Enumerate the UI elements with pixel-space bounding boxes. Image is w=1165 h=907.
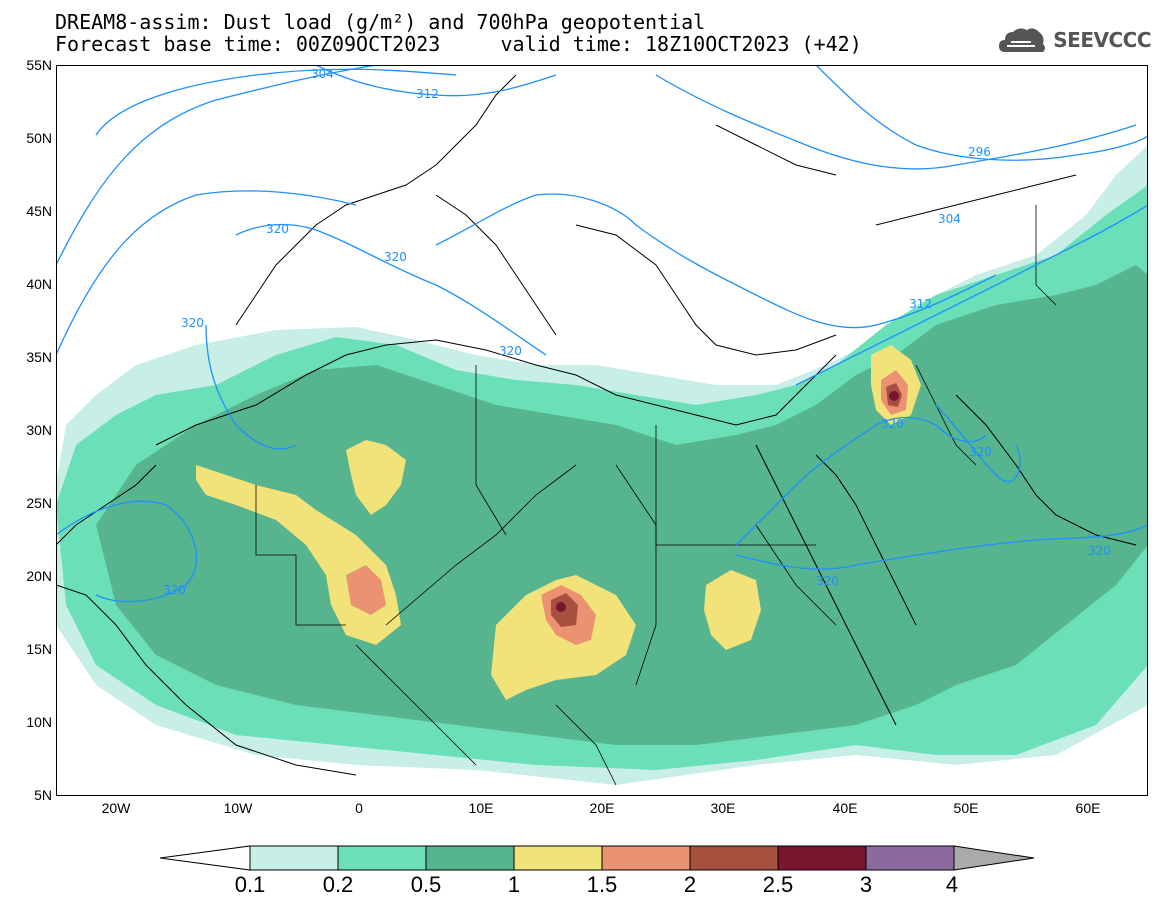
contour-label: 320 — [969, 445, 992, 459]
colorbar-label: 0.5 — [410, 872, 442, 897]
colorbar-label: 0.2 — [322, 872, 354, 897]
lat-tick-label: 45N — [26, 203, 52, 219]
dust-core-iraq — [889, 391, 899, 401]
lon-tick-label: 0 — [355, 800, 363, 816]
lat-tick-label: 5N — [34, 787, 52, 803]
geopotential-contours — [56, 65, 1148, 603]
map-title: DREAM8-assim: Dust load (g/m²) and 700hP… — [55, 10, 706, 34]
lat-tick-label: 20N — [26, 568, 52, 584]
coastlines — [56, 74, 1137, 776]
colorbar — [160, 845, 1035, 871]
logo: SEEVCCC — [997, 24, 1151, 56]
lat-tick-label: 15N — [26, 641, 52, 657]
lon-tick-label: 20E — [589, 800, 615, 816]
contour-label: 320 — [266, 222, 289, 236]
colorbar-label: 1.5 — [586, 872, 618, 897]
colorbar-bin — [601, 845, 691, 871]
map-subtitle: Forecast base time: 00Z09OCT2023 valid t… — [55, 32, 862, 56]
dust-core-central — [556, 602, 566, 612]
contour-label: 320 — [181, 316, 204, 330]
country-borders — [255, 205, 1057, 786]
contour-label: 320 — [881, 417, 904, 431]
logo-text: SEEVCCC — [1053, 28, 1151, 52]
lon-tick-label: 10E — [468, 800, 494, 816]
colorbar-bin — [689, 845, 779, 871]
lat-tick-label: 30N — [26, 422, 52, 438]
colorbar-label: 0.1 — [234, 872, 266, 897]
map-area: 304 312 320 320 320 320 320 296 304 312 … — [56, 65, 1148, 796]
contour-label: 320 — [384, 250, 407, 264]
colorbar-label: 3 — [859, 872, 873, 897]
colorbar-bin — [249, 845, 339, 871]
contour-label: 320 — [163, 583, 186, 597]
colorbar-label: 2.5 — [762, 872, 794, 897]
colorbar-label: 1 — [507, 872, 521, 897]
colorbar-over — [953, 845, 1035, 871]
lat-tick-label: 10N — [26, 714, 52, 730]
lon-tick-label: 60E — [1075, 800, 1101, 816]
contour-label: 320 — [816, 574, 839, 588]
lat-tick-label: 25N — [26, 495, 52, 511]
colorbar-bin — [425, 845, 515, 871]
lon-tick-label: 40E — [832, 800, 858, 816]
colorbar-label: 4 — [945, 872, 959, 897]
dust-map: 304 312 320 320 320 320 320 296 304 312 … — [56, 65, 1148, 796]
contour-label: 304 — [311, 67, 334, 81]
lon-tick-label: 30E — [710, 800, 736, 816]
dust-patch-yellow-west — [196, 465, 401, 645]
contour-label: 296 — [968, 145, 991, 159]
lat-tick-label: 50N — [26, 130, 52, 146]
lat-tick-label: 55N — [26, 57, 52, 73]
contour-label: 320 — [1088, 544, 1111, 558]
colorbar-under — [160, 845, 251, 871]
colorbar-bin — [513, 845, 603, 871]
colorbar-bin — [337, 845, 427, 871]
colorbar-bin — [865, 845, 955, 871]
contour-label: 312 — [909, 297, 932, 311]
lat-tick-label: 40N — [26, 276, 52, 292]
lon-tick-label: 50E — [953, 800, 979, 816]
dust-patch-orange-west — [346, 565, 386, 615]
dust-patch-yellow-east — [704, 570, 761, 650]
lon-tick-label: 10W — [223, 800, 253, 816]
cloud-icon — [999, 28, 1046, 52]
contour-label: 320 — [499, 344, 522, 358]
colorbar-bin — [777, 845, 867, 871]
colorbar-label: 2 — [683, 872, 697, 897]
lon-tick-label: 20W — [101, 800, 131, 816]
lat-tick-label: 35N — [26, 349, 52, 365]
contour-label: 312 — [416, 87, 439, 101]
contour-label: 304 — [938, 212, 961, 226]
dust-patch-yellow-west2 — [346, 440, 406, 515]
